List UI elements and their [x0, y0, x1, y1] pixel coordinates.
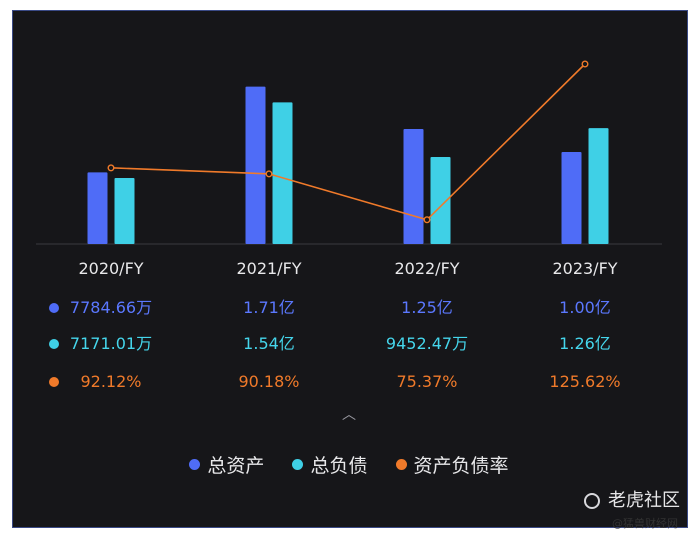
watermark-brand: 老虎社区: [584, 486, 680, 512]
legend-label: 总资产: [207, 455, 265, 477]
bar-total-liabilities: [114, 178, 135, 244]
bar-total-assets: [561, 152, 582, 244]
bar-total-liabilities: [588, 128, 609, 244]
data-label: 1.25亿: [401, 298, 453, 317]
x-tick-label: 2020/FY: [78, 259, 144, 278]
data-label: 7171.01万: [69, 334, 153, 353]
legend-label: 总负债: [310, 455, 368, 477]
debt-ratio-row: 92.12% 90.18% 75.37% 125.62%: [0, 371, 698, 393]
data-label: 7784.66万: [69, 298, 153, 317]
data-label: 1.26亿: [559, 334, 611, 353]
legend: 总资产 总负债 资产负债率: [0, 451, 698, 478]
debt-ratio-dot: [49, 377, 59, 387]
legend-dot-icon: [395, 459, 407, 470]
data-label: 1.71亿: [243, 298, 295, 317]
data-label: 125.62%: [549, 372, 621, 391]
data-label: 1.00亿: [559, 298, 611, 317]
total-liabilities-dot: [49, 339, 59, 349]
bar-total-liabilities: [430, 157, 451, 244]
legend-label: 资产负债率: [413, 455, 509, 477]
total-assets-dot: [49, 303, 59, 313]
point-debt-ratio: [423, 216, 431, 224]
x-tick-label: 2023/FY: [552, 259, 618, 278]
watermark-source: @猛兽财经网: [612, 517, 678, 530]
watermark-brand-text: 老虎社区: [608, 490, 680, 511]
tiger-logo-icon: [584, 493, 600, 509]
x-tick-label: 2022/FY: [394, 259, 460, 278]
x-tick-label: 2021/FY: [236, 259, 302, 278]
point-debt-ratio: [581, 60, 589, 68]
legend-dot-icon: [292, 459, 304, 470]
total-liabilities-row: 7171.01万 1.54亿 9452.47万 1.26亿: [0, 333, 698, 355]
total-assets-row: 7784.66万 1.71亿 1.25亿 1.00亿: [0, 297, 698, 319]
bar-total-assets: [403, 129, 424, 244]
collapse-chevron-icon[interactable]: ︿: [342, 407, 356, 423]
legend-dot-icon: [189, 459, 201, 470]
bar-total-liabilities: [272, 102, 293, 244]
data-label: 9452.47万: [385, 334, 469, 353]
bar-total-assets: [87, 172, 108, 244]
legend-item-total-liabilities[interactable]: 总负债: [292, 451, 368, 478]
line-debt-ratio: [110, 63, 586, 221]
point-debt-ratio: [107, 164, 115, 172]
data-label: 1.54亿: [243, 334, 295, 353]
bar-total-assets: [245, 86, 266, 245]
data-label: 90.18%: [238, 372, 300, 391]
chart-card: [12, 10, 688, 528]
point-debt-ratio: [265, 170, 273, 178]
legend-item-total-assets[interactable]: 总资产: [189, 451, 264, 478]
legend-item-debt-ratio[interactable]: 资产负债率: [395, 451, 509, 478]
data-label: 75.37%: [396, 372, 458, 391]
data-label: 92.12%: [80, 372, 142, 391]
